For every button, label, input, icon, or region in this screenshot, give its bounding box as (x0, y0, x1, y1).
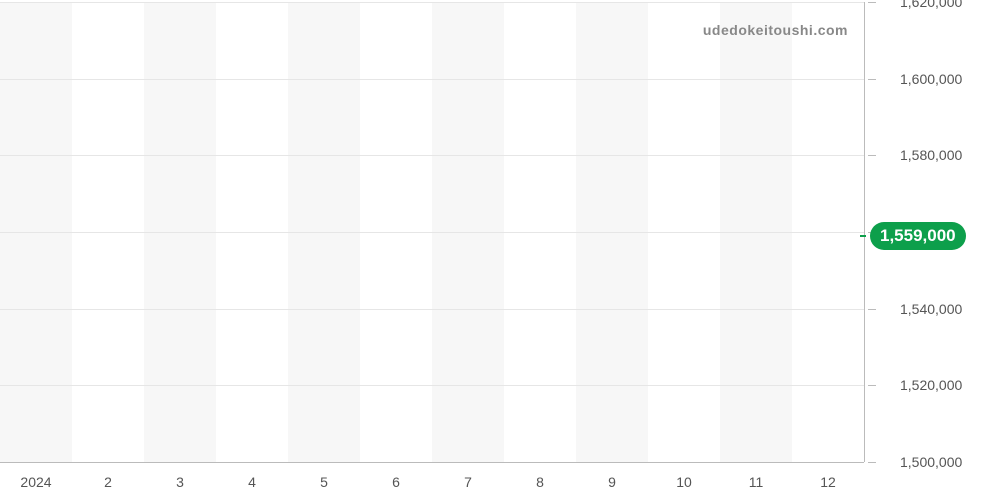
gridline (0, 385, 864, 386)
x-axis-label: 3 (176, 474, 184, 490)
x-axis-label: 5 (320, 474, 328, 490)
y-tick (868, 2, 876, 3)
x-axis-label: 2024 (20, 474, 51, 490)
gridline (0, 79, 864, 80)
current-value-badge: 1,559,000 (870, 222, 966, 250)
x-axis-label: 9 (608, 474, 616, 490)
y-axis-line (864, 2, 865, 462)
y-tick (868, 462, 876, 463)
gridline (0, 155, 864, 156)
x-axis-label: 8 (536, 474, 544, 490)
x-axis-label: 4 (248, 474, 256, 490)
y-axis-label: 1,580,000 (900, 147, 962, 163)
x-axis-labels: 2024 2 3 4 5 6 7 8 9 10 11 12 (0, 468, 864, 498)
y-tick (868, 155, 876, 156)
plot-area: udedokeitoushi.com (0, 2, 864, 462)
x-axis-label: 11 (749, 474, 764, 490)
y-tick (868, 309, 876, 310)
gridline (0, 309, 864, 310)
x-axis-label: 10 (676, 474, 692, 490)
x-axis-label: 2 (104, 474, 112, 490)
gridline (0, 232, 864, 233)
y-axis-label: 1,620,000 (900, 0, 962, 10)
x-axis-label: 12 (820, 474, 836, 490)
y-axis-label: 1,500,000 (900, 454, 962, 470)
price-chart: udedokeitoushi.com 1,500,000 1,520,000 1,5… (0, 0, 1000, 500)
watermark: udedokeitoushi.com (703, 22, 848, 38)
y-axis-label: 1,600,000 (900, 71, 962, 87)
y-tick (868, 385, 876, 386)
gridline (0, 2, 864, 3)
y-tick (868, 79, 876, 80)
current-value-marker (860, 235, 866, 237)
y-axis-label: 1,520,000 (900, 377, 962, 393)
x-axis-label: 7 (464, 474, 472, 490)
y-axis-label: 1,540,000 (900, 301, 962, 317)
x-axis-line (0, 462, 864, 463)
x-axis-label: 6 (392, 474, 400, 490)
